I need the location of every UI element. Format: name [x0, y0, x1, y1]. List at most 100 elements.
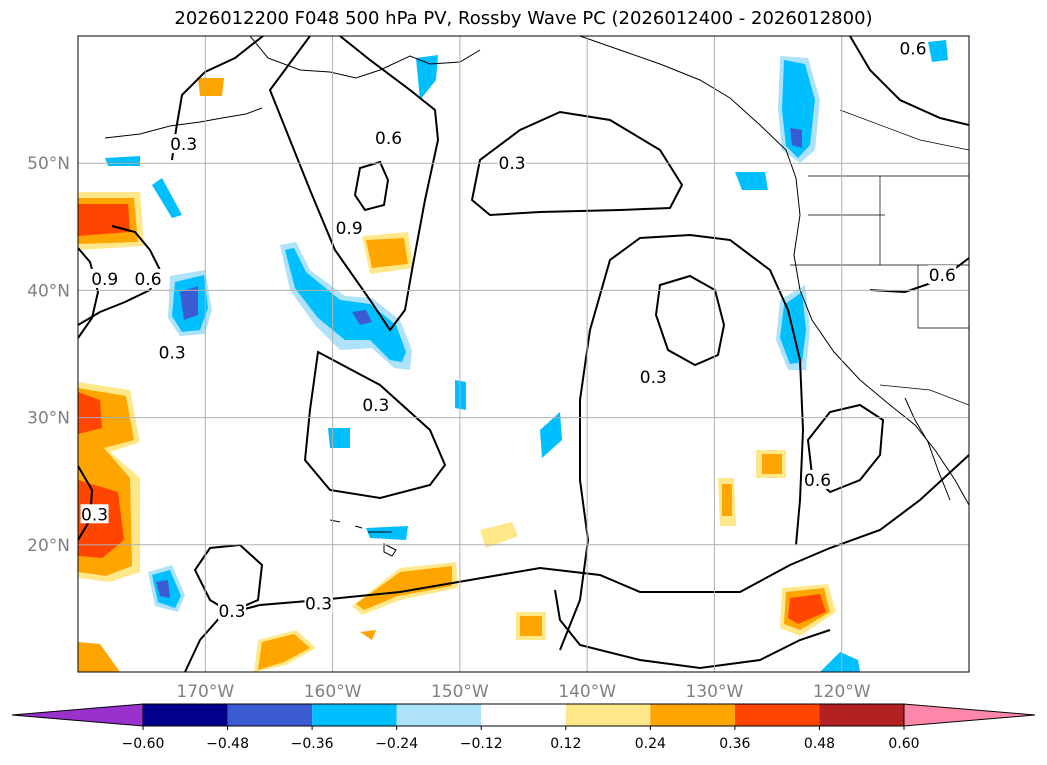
colorbar-outline [142, 703, 905, 727]
colorbar-extend-high [903, 703, 1036, 727]
negative-pv-region [820, 652, 860, 672]
colorbar-segment [819, 704, 904, 726]
negative-pv-region [152, 178, 182, 218]
aleutian-islands [104, 107, 263, 139]
colorbar-segment [312, 704, 397, 726]
positive-pv-region [520, 616, 542, 636]
lon-tick-label: 140°W [558, 682, 616, 702]
contour-label: 0.6 [899, 40, 926, 60]
colorbar-tick-label: 0.60 [888, 736, 919, 752]
north-america-coastline [579, 36, 969, 506]
negative-pv-region [180, 286, 198, 320]
pv-shading-layer [78, 40, 948, 672]
contour-0.3 [470, 110, 684, 217]
contour-label-background [361, 394, 390, 414]
contour-label: 0.3 [218, 602, 245, 622]
positive-pv-region [762, 454, 782, 474]
positive-pv-region [366, 238, 408, 268]
colorbar-tick-label: −0.24 [375, 736, 418, 752]
negative-pv-region [285, 248, 406, 362]
colorbar-extend-low [11, 703, 144, 727]
colorbar-tick-label: −0.48 [206, 736, 249, 752]
lon-tick-label: 120°W [813, 682, 871, 702]
map-gridlines [78, 36, 969, 672]
contour-label-background [80, 504, 109, 524]
colorbar: −0.60 −0.48 −0.36 −0.24 −0.12 0.12 0.24 0.36 0.4… [11, 703, 1036, 752]
contour-label: 0.6 [929, 266, 956, 286]
positive-pv-region [78, 204, 130, 236]
colorbar-tick-label: −0.36 [291, 736, 334, 752]
lon-tick-label: 160°W [304, 682, 362, 702]
contour-label-background [134, 268, 163, 288]
negative-pv-region [156, 580, 170, 598]
lat-tick-label: 20°N [27, 536, 70, 556]
colorbar-tick-label: −0.60 [122, 736, 165, 752]
contour-label: 0.6 [804, 471, 831, 491]
contour-label-background [803, 469, 832, 489]
contour-0.3 [184, 454, 969, 672]
colorbar-tick-label: 0.12 [550, 736, 581, 752]
contour-label: 0.3 [362, 396, 389, 416]
negative-pv-region [105, 156, 140, 166]
pv-contour-layer [78, 36, 969, 672]
positive-pv-region [258, 634, 310, 670]
contour-label: 0.9 [336, 219, 363, 239]
contour-labels: 0.3 0.6 0.3 0.9 0.9 0.6 0.3 0.3 0.3 0.6 0.6 0.3 0.3 0… [80, 38, 957, 622]
map-frame [77, 35, 970, 673]
baja-california-coastline [904, 397, 951, 501]
colorbar-segment [734, 704, 820, 726]
positive-pv-region [78, 392, 102, 434]
colorbar-tick-label: −0.12 [460, 736, 503, 752]
negative-pv-region [735, 172, 768, 190]
contour-label: 0.3 [170, 135, 197, 155]
positive-pv-region [360, 630, 376, 640]
state-borders [790, 109, 969, 406]
contour-label: 0.9 [91, 270, 118, 290]
negative-pv-region [540, 412, 562, 458]
chart-title: 2026012200 F048 500 hPa PV, Rossby Wave … [174, 8, 873, 29]
contour-label-background [639, 366, 668, 386]
coastline-layer [104, 36, 969, 557]
contour-0.3 [559, 233, 805, 651]
colorbar-segment [481, 704, 566, 726]
lon-tick-label: 130°W [686, 682, 744, 702]
contour-0.6 [849, 36, 969, 126]
positive-pv-region [78, 642, 120, 672]
colorbar-segment [650, 704, 735, 726]
contour-label: 0.3 [159, 344, 186, 364]
contour-0.9 [353, 160, 390, 212]
contour-label-background [498, 153, 527, 173]
contour-label-background [928, 265, 957, 285]
lon-tick-label: 170°W [176, 682, 234, 702]
contour-label-background [158, 342, 187, 362]
colorbar-segment [143, 704, 228, 726]
contour-label: 0.3 [305, 594, 332, 614]
lat-tick-label: 40°N [27, 281, 70, 301]
contour-label-background [898, 38, 927, 58]
negative-pv-region [352, 310, 372, 325]
contour-label: 0.6 [134, 270, 161, 290]
contour-label: 0.3 [81, 505, 108, 525]
contour-0.3 [654, 274, 726, 367]
positive-pv-region [722, 484, 732, 516]
negative-pv-region [455, 380, 466, 410]
negative-pv-region [328, 428, 350, 448]
contour-label-background [374, 127, 403, 147]
longitude-tick-labels: 170°W 160°W 150°W 140°W 130°W 120°W [176, 682, 870, 702]
lat-tick-label: 50°N [27, 154, 70, 174]
contour-0.6 [268, 36, 440, 332]
contour-label: 0.3 [499, 154, 526, 174]
negative-pv-region [366, 526, 408, 540]
negative-pv-region [782, 60, 815, 158]
lat-tick-label: 30°N [27, 409, 70, 429]
contour-label-background [335, 218, 364, 238]
negative-pv-region [790, 128, 802, 148]
hawaii-islands [329, 519, 397, 557]
contour-label-background [304, 593, 333, 613]
contour-label-background [169, 134, 198, 154]
negative-pv-region [416, 55, 438, 100]
contour-label-background [218, 600, 247, 620]
colorbar-segment [565, 704, 651, 726]
colorbar-segment [227, 704, 313, 726]
